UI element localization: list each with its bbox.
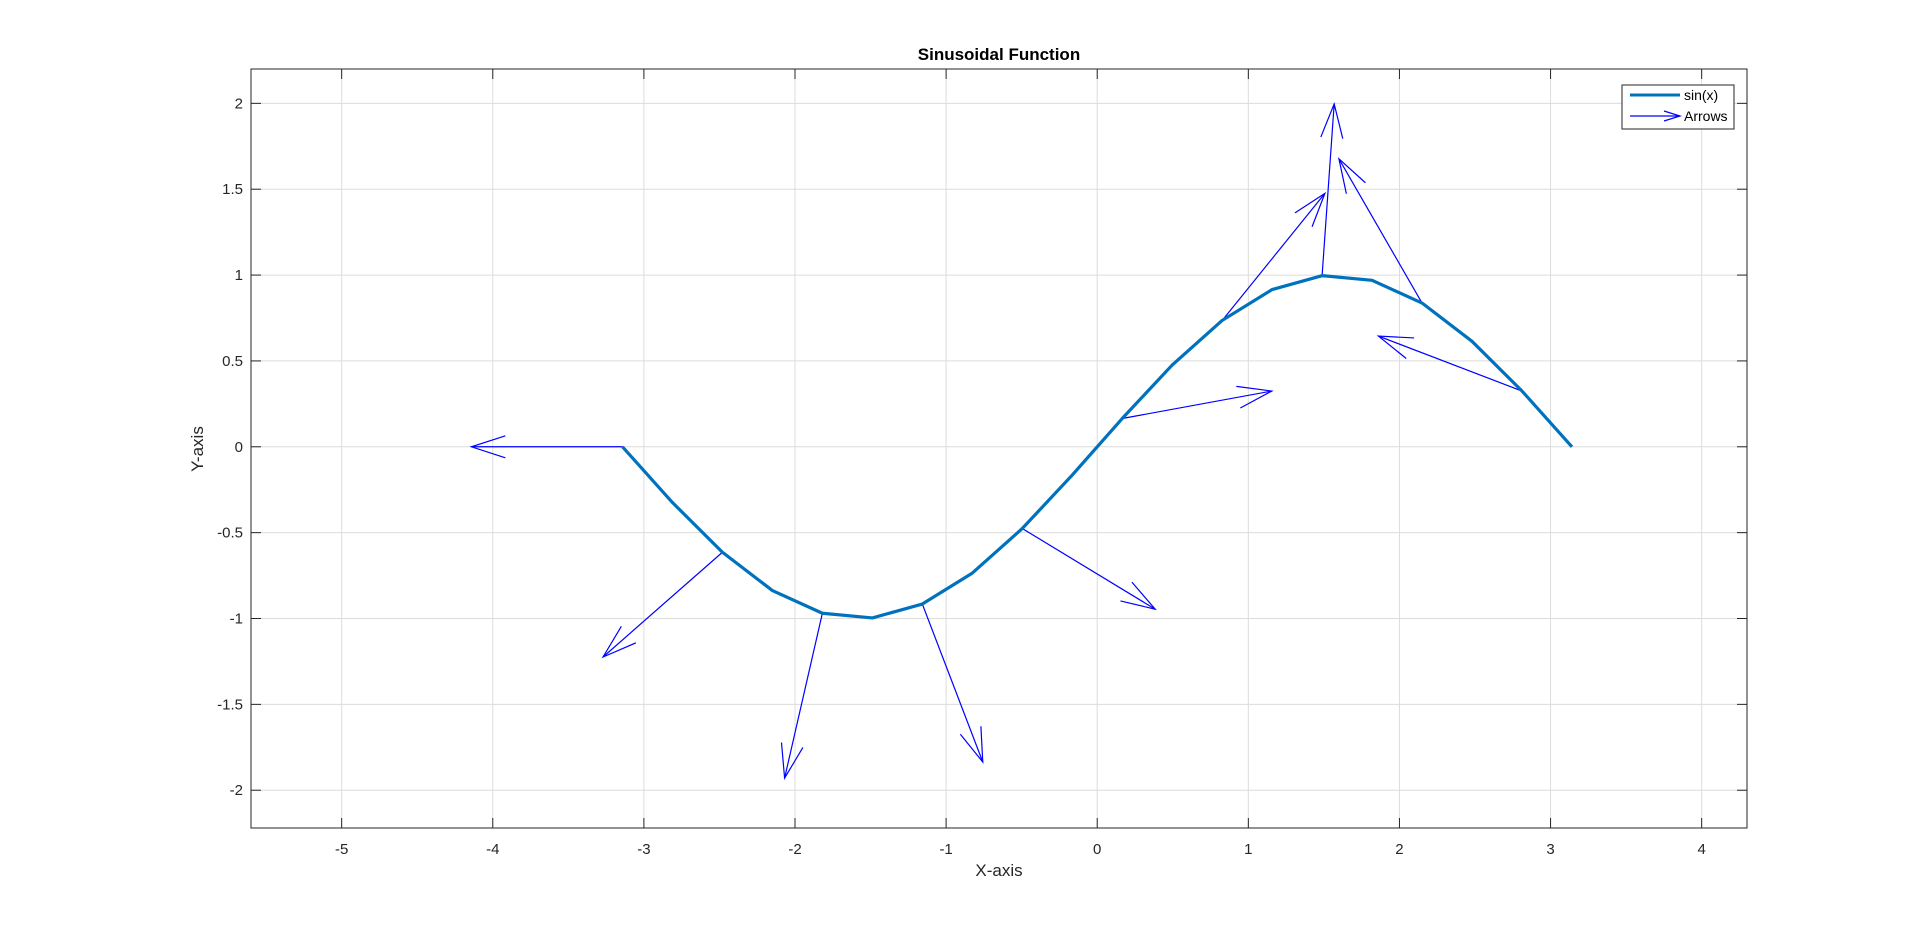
x-tick-label: -1 — [939, 841, 952, 858]
arrow-head — [601, 626, 637, 659]
arrow-head — [1120, 581, 1157, 611]
arrow-head — [1294, 191, 1327, 227]
y-tick-label: 1.5 — [222, 181, 243, 198]
x-tick-label: -4 — [486, 841, 499, 858]
y-tick-label: -1 — [230, 611, 243, 628]
arrow-shaft — [921, 603, 984, 763]
arrow-shaft — [1321, 103, 1335, 276]
quiver-arrow — [1320, 101, 1344, 276]
arrow-shaft — [1221, 192, 1326, 321]
chart-title: Sinusoidal Function — [918, 45, 1080, 64]
legend-label-arrows: Arrows — [1684, 108, 1728, 124]
legend: sin(x) Arrows — [1621, 84, 1735, 130]
quiver-arrow — [469, 435, 623, 459]
quiver-arrow — [780, 613, 823, 780]
y-tick-label: 0.5 — [222, 353, 243, 370]
arrow-shaft — [1021, 527, 1156, 610]
series-line-sinx — [621, 274, 1574, 620]
plot-frame — [250, 68, 1748, 829]
x-tick-labels: -5 -4 -3 -2 -1 0 1 2 3 4 — [335, 841, 1706, 858]
arrow-head — [1236, 385, 1274, 409]
arrow-head — [1337, 157, 1366, 194]
x-axis-label: X-axis — [975, 861, 1022, 880]
x-tick-label: -3 — [637, 841, 650, 858]
arrow-shaft — [1122, 390, 1272, 420]
legend-label-sinx: sin(x) — [1684, 87, 1718, 103]
arrow-shaft — [784, 613, 823, 779]
x-tick-label: 4 — [1697, 841, 1705, 858]
x-tick-label: 2 — [1395, 841, 1403, 858]
arrow-head — [1376, 335, 1415, 359]
arrow-shaft — [1378, 335, 1523, 392]
quiver-arrow — [1376, 335, 1523, 392]
series-layer — [469, 101, 1574, 780]
y-tick-label: -1.5 — [217, 696, 243, 713]
legend-box — [1621, 84, 1735, 130]
quiver-arrow — [1021, 527, 1157, 611]
legend-arrowhead-icon — [1663, 110, 1683, 122]
x-tick-label: -5 — [335, 841, 348, 858]
arrow-head — [780, 742, 804, 780]
grid — [251, 69, 1747, 828]
quiver-arrow — [1337, 157, 1423, 304]
y-tick-label: 2 — [235, 95, 243, 112]
y-tick-label: 0 — [235, 439, 243, 456]
x-tick-label: -2 — [788, 841, 801, 858]
y-tick-label: -2 — [230, 782, 243, 799]
quiver-arrow — [921, 603, 984, 764]
arrow-shaft — [1338, 158, 1423, 304]
arrow-head — [959, 726, 984, 764]
plot-area — [251, 69, 1747, 828]
arrow-head — [1320, 101, 1344, 139]
arrow-shaft — [602, 551, 723, 658]
y-axis-label: Y-axis — [188, 426, 207, 472]
x-tick-label: 0 — [1093, 841, 1101, 858]
quiver-arrow — [1122, 385, 1274, 420]
axis-ticks — [251, 69, 1747, 828]
y-tick-label: 1 — [235, 267, 243, 284]
y-tick-labels: -2 -1.5 -1 -0.5 0 0.5 1 1.5 2 — [217, 95, 243, 799]
quiver-arrow — [601, 551, 723, 659]
arrow-head — [469, 435, 506, 459]
x-tick-label: 3 — [1546, 841, 1554, 858]
quiver-arrow — [1221, 191, 1327, 321]
x-tick-label: 1 — [1244, 841, 1252, 858]
y-tick-label: -0.5 — [217, 525, 243, 542]
